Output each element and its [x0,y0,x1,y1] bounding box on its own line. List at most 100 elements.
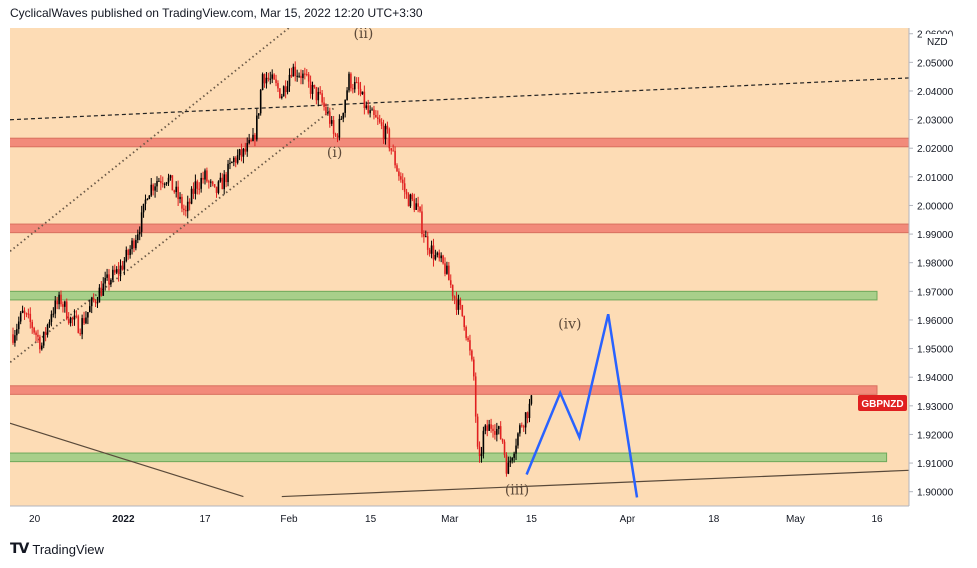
candle-body [37,334,39,337]
solid-trend-line [281,469,909,498]
candle-body [44,331,47,335]
candle-body [110,279,112,285]
candle-body [27,313,30,315]
time-tick-label: 15 [365,514,377,525]
candle-body [384,125,387,140]
candle-body [215,186,218,193]
solid-trend-line [10,422,244,498]
time-tick-label: 15 [526,514,538,525]
candle-body [428,249,431,254]
symbol-badge-label: GBPNZD [861,399,903,410]
candle-body [357,82,360,89]
candle-body [438,252,441,259]
candle-body [52,313,55,315]
candle-body [476,416,479,447]
candle-body [279,88,281,99]
candle-body [173,190,176,193]
candle-body [321,93,323,103]
candle-body [73,315,76,320]
candle-body [521,425,523,427]
candle-body [501,439,504,442]
candle-body [486,425,489,431]
candle-body [288,74,291,87]
candle-body [323,102,325,107]
candle-body [188,201,191,204]
candle-body [296,75,298,77]
candle-body [94,300,97,303]
candle-body [231,161,233,163]
candle-body [311,84,314,94]
candle-body [62,304,64,307]
candle-body [41,345,43,350]
candle-body [240,149,243,157]
candle-body [307,74,310,82]
dotted-trend-line [10,106,336,364]
candle-body [33,327,35,333]
candle-body [304,73,306,75]
candle-body [179,196,181,200]
projection-path [525,313,639,498]
horizontal-zones [10,137,909,463]
candle-body [421,211,423,234]
candle-body [171,175,174,191]
candle-body [221,177,224,190]
candle-body [77,316,80,333]
candle-body [64,301,66,307]
candle-body [342,112,345,119]
candle-body [48,321,51,325]
candle-body [106,274,108,278]
candle-body [281,96,283,99]
candle-body [461,304,464,316]
candle-body [522,426,525,428]
unit-label: NZD [927,37,948,48]
candle-body [409,194,412,207]
symbol-badge: GBPNZD [858,394,907,411]
candle-body [392,150,394,152]
dashed-trend-line [10,77,909,121]
candle-body [117,269,120,275]
publisher-caption: CyclicalWaves published on TradingView.c… [10,6,423,20]
candle-body [377,117,379,119]
candle-body [217,181,220,193]
candle-body [449,280,452,285]
candle-body [146,199,149,201]
candle-body [152,184,154,191]
time-tick-label: 17 [199,514,211,525]
candle-body [465,327,467,338]
candle-body [396,165,398,172]
candle-body [142,203,145,213]
candle-body [156,181,158,187]
candle-body [353,82,356,90]
candle-body [202,177,204,180]
price-tick-label: 1.93000 [917,402,954,413]
time-axis[interactable]: 20 2022 17 Feb 15 Mar 15 Apr 18 May 16 [29,514,883,525]
candle-body [50,314,53,322]
time-tick-label: 16 [871,514,883,525]
price-axis[interactable]: 1.90000 1.91000 1.92000 1.93000 1.94000 1.950… [909,30,954,499]
candle-body [363,91,366,109]
candle-body [492,428,494,432]
candle-body [223,174,225,190]
candle-body [386,125,389,130]
candle-body [390,148,393,151]
candle-body [150,184,153,196]
time-tick-label: 20 [29,514,41,525]
candle-body [102,283,105,296]
candle-body [85,317,87,324]
candle-body [125,249,128,262]
candle-body [119,265,122,275]
price-tick-label: 1.92000 [917,430,954,441]
candle-body [511,457,513,461]
candle-body [425,236,427,238]
candle-body [234,157,237,163]
candle-body [238,149,241,156]
candle-body [455,298,458,310]
candle-body [60,294,62,305]
candle-body [23,310,26,314]
price-tick-label: 1.95000 [917,345,954,356]
wave-label: (iii) [505,483,529,499]
candle-body [271,74,273,79]
candle-body [507,462,510,474]
candle-body [158,180,160,182]
